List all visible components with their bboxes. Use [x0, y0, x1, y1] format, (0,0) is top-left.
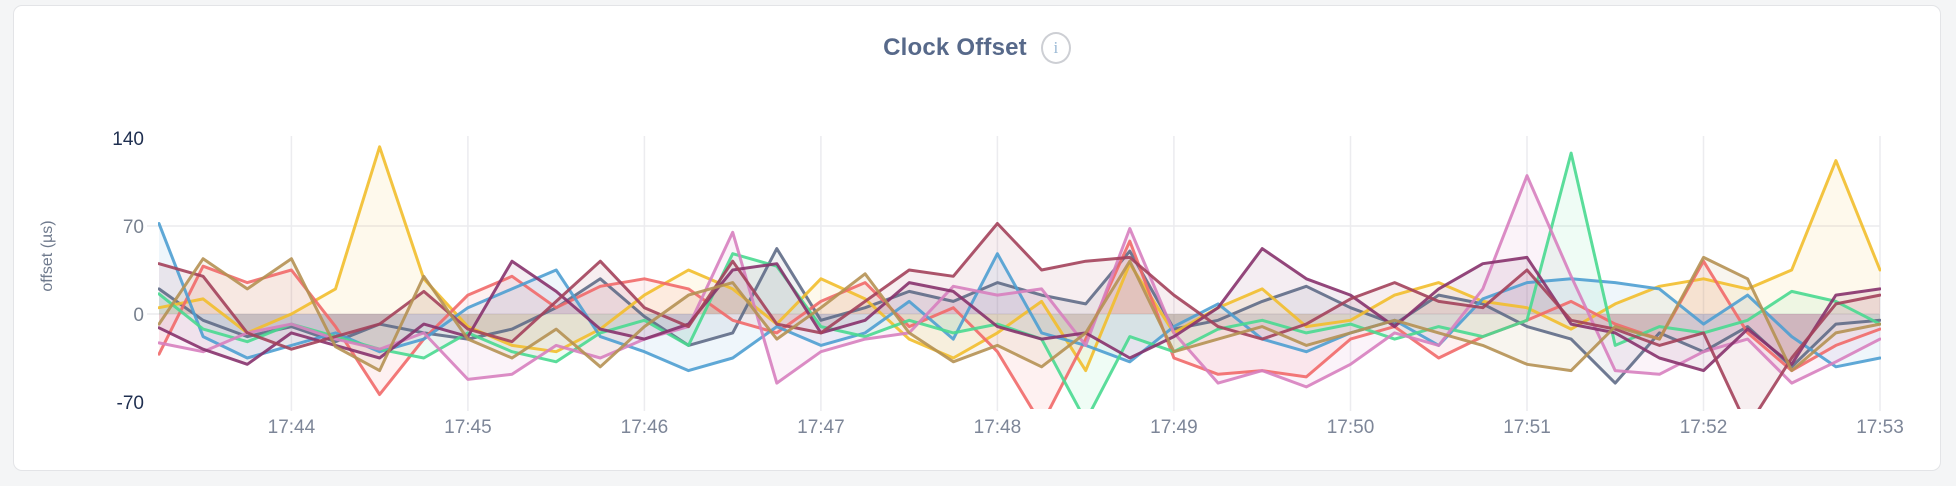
series-lines	[158, 145, 1881, 409]
area-series-9	[159, 257, 1880, 371]
chart-title: Clock Offset	[883, 34, 1027, 61]
svg-text:70: 70	[123, 217, 144, 238]
svg-text:17:46: 17:46	[621, 417, 669, 438]
line-series-3	[158, 239, 1881, 409]
svg-text:17:49: 17:49	[1150, 417, 1198, 438]
x-gridlines-and-labels: 17:44 17:45 17:46 17:47 17:48 17:49 17:50 17:51…	[268, 136, 1904, 438]
svg-text:17:53: 17:53	[1856, 417, 1904, 438]
info-icon[interactable]: i	[1040, 32, 1071, 64]
area-series-3	[159, 241, 1880, 409]
svg-text:17:45: 17:45	[444, 417, 492, 438]
svg-text:17:50: 17:50	[1327, 417, 1375, 438]
svg-text:17:51: 17:51	[1503, 417, 1551, 438]
svg-text:0: 0	[133, 305, 144, 326]
area-series-2	[159, 146, 1880, 371]
y-axis-title: offset (µs)	[39, 220, 56, 292]
clock-offset-plot[interactable]: 17:44 17:45 17:46 17:47 17:48 17:49 17:50 17:51…	[14, 6, 1942, 470]
svg-text:17:52: 17:52	[1680, 417, 1728, 438]
svg-text:17:48: 17:48	[974, 417, 1022, 438]
clock-offset-chart[interactable]: 17:44 17:45 17:46 17:47 17:48 17:49 17:50 17:51…	[14, 6, 1942, 470]
area-series-8	[159, 223, 1880, 409]
svg-text:17:47: 17:47	[797, 417, 845, 438]
line-series-2	[158, 145, 1881, 373]
info-icon-glyph: i	[1053, 38, 1059, 57]
area-series-4	[159, 223, 1880, 371]
area-series-7	[159, 248, 1880, 371]
line-series-7	[158, 247, 1881, 373]
svg-text:-70: -70	[117, 393, 144, 414]
y-gridlines-and-labels: 140 70 0 -70	[112, 129, 1880, 414]
clock-offset-card: 17:44 17:45 17:46 17:47 17:48 17:49 17:50 17:51…	[13, 5, 1941, 471]
series-areas	[159, 146, 1880, 409]
line-series-1	[158, 247, 1881, 385]
svg-text:17:44: 17:44	[268, 417, 316, 438]
chart-header: Clock Offset i	[14, 32, 1940, 64]
line-series-9	[158, 255, 1881, 373]
svg-text:140: 140	[112, 129, 144, 150]
